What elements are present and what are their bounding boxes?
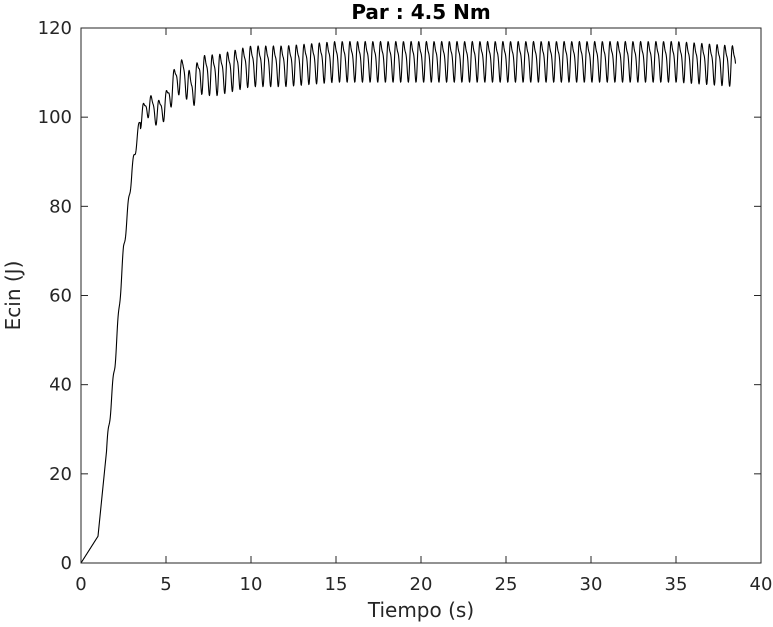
- series-line: [80, 40, 737, 564]
- x-tick-label: 20: [410, 574, 433, 595]
- x-tick-label: 5: [160, 574, 171, 595]
- y-tick-label: 60: [49, 286, 72, 307]
- x-tick-label: 0: [75, 574, 86, 595]
- x-tick-label: 15: [325, 574, 348, 595]
- y-tick-label: 20: [49, 464, 72, 485]
- plot-area: [81, 28, 761, 563]
- y-axis-label: Ecin (J): [1, 261, 25, 331]
- x-axis-label: Tiempo (s): [367, 598, 474, 622]
- x-tick-label: 30: [580, 574, 603, 595]
- tick-labels: 0 5 10 15 20 25 30 35 40 0 20 40 60 80 100 120: [38, 18, 773, 595]
- x-tick-label: 10: [240, 574, 263, 595]
- chart-title: Par : 4.5 Nm: [351, 0, 490, 24]
- y-tick-label: 100: [38, 107, 72, 128]
- plot-frame: [80, 27, 762, 564]
- y-tick-label: 120: [38, 18, 72, 39]
- y-tick-label: 80: [49, 196, 72, 217]
- x-tick-label: 25: [495, 574, 518, 595]
- y-tick-label: 40: [49, 375, 72, 396]
- x-tick-label: 40: [750, 574, 773, 595]
- x-tick-label: 35: [665, 574, 688, 595]
- y-tick-label: 0: [61, 553, 72, 574]
